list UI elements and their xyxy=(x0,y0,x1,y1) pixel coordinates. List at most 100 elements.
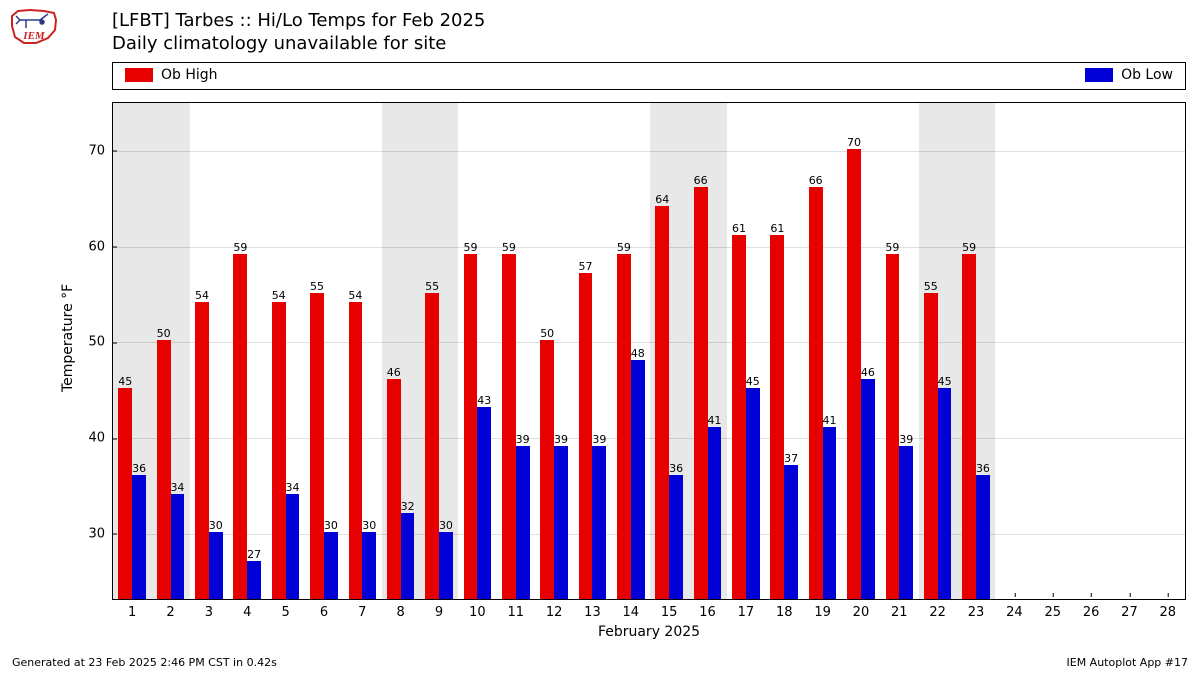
footer-appid: IEM Autoplot App #17 xyxy=(1067,656,1189,669)
bar-high-label: 57 xyxy=(579,260,593,273)
bar-high xyxy=(272,302,286,599)
bar-high xyxy=(540,340,554,599)
bar-low-label: 39 xyxy=(516,433,530,446)
bar-low xyxy=(592,446,606,599)
bar-high-label: 54 xyxy=(272,289,286,302)
bar-high xyxy=(809,187,823,599)
legend-item-high: Ob High xyxy=(125,67,218,83)
bar-high xyxy=(617,254,631,599)
bar-low-label: 36 xyxy=(976,462,990,475)
x-tick: 17 xyxy=(738,599,755,620)
bar-low xyxy=(477,407,491,599)
bar-low xyxy=(516,446,530,599)
plot-area: 3040506070123456789101112131415161718192… xyxy=(112,102,1186,600)
iem-logo: IEM xyxy=(10,8,58,46)
x-tick: 5 xyxy=(281,599,289,620)
bar-low-label: 34 xyxy=(286,481,300,494)
legend-label-high: Ob High xyxy=(161,67,218,83)
y-tick: 40 xyxy=(88,431,113,446)
bar-high xyxy=(502,254,516,599)
bar-high xyxy=(310,293,324,599)
x-tick: 12 xyxy=(546,599,563,620)
legend-label-low: Ob Low xyxy=(1121,67,1173,83)
y-axis-label: Temperature °F xyxy=(60,284,76,392)
legend-item-low: Ob Low xyxy=(1085,67,1173,83)
legend-swatch-high xyxy=(125,68,153,82)
bar-high xyxy=(579,273,593,599)
bar-low-label: 39 xyxy=(899,433,913,446)
x-tick: 6 xyxy=(320,599,328,620)
title-line-2: Daily climatology unavailable for site xyxy=(112,33,485,56)
chart-title: [LFBT] Tarbes :: Hi/Lo Temps for Feb 202… xyxy=(112,10,485,55)
bar-low-label: 45 xyxy=(746,375,760,388)
bar-low-label: 30 xyxy=(324,519,338,532)
bar-high xyxy=(464,254,478,599)
bar-low xyxy=(784,465,798,599)
y-tick: 70 xyxy=(88,143,113,158)
x-tick: 13 xyxy=(584,599,601,620)
x-tick: 19 xyxy=(814,599,831,620)
bar-low-label: 41 xyxy=(707,414,721,427)
x-tick: 21 xyxy=(891,599,908,620)
x-tick: 26 xyxy=(1083,599,1100,620)
bar-high xyxy=(924,293,938,599)
bar-low xyxy=(286,494,300,599)
svg-text:IEM: IEM xyxy=(22,30,46,42)
bar-high-label: 54 xyxy=(348,289,362,302)
bar-low-label: 46 xyxy=(861,366,875,379)
bar-high-label: 61 xyxy=(770,222,784,235)
bar-high-label: 45 xyxy=(118,375,132,388)
x-tick: 4 xyxy=(243,599,251,620)
x-tick: 10 xyxy=(469,599,486,620)
bar-low-label: 32 xyxy=(401,500,415,513)
bar-high-label: 55 xyxy=(924,280,938,293)
bar-low-label: 39 xyxy=(554,433,568,446)
bar-low xyxy=(171,494,185,599)
x-tick: 25 xyxy=(1044,599,1061,620)
bar-low xyxy=(554,446,568,599)
bar-high xyxy=(962,254,976,599)
bar-low xyxy=(899,446,913,599)
bar-high xyxy=(157,340,171,599)
bar-low-label: 41 xyxy=(823,414,837,427)
bar-high xyxy=(655,206,669,599)
bar-high-label: 61 xyxy=(732,222,746,235)
x-tick: 28 xyxy=(1160,599,1177,620)
bar-high-label: 50 xyxy=(157,327,171,340)
x-tick: 1 xyxy=(128,599,136,620)
bar-high xyxy=(886,254,900,599)
bar-low xyxy=(746,388,760,599)
bar-low-label: 45 xyxy=(938,375,952,388)
x-tick: 22 xyxy=(929,599,946,620)
legend: Ob High Ob Low xyxy=(112,62,1186,90)
x-tick: 24 xyxy=(1006,599,1023,620)
bar-high xyxy=(118,388,132,599)
x-tick: 20 xyxy=(853,599,870,620)
x-tick: 18 xyxy=(776,599,793,620)
bar-low xyxy=(362,532,376,599)
bar-high-label: 46 xyxy=(387,366,401,379)
bar-high-label: 59 xyxy=(885,241,899,254)
bar-low-label: 43 xyxy=(477,394,491,407)
y-tick: 60 xyxy=(88,239,113,254)
bar-high xyxy=(195,302,209,599)
x-axis-label: February 2025 xyxy=(598,624,700,640)
bar-high-label: 66 xyxy=(809,174,823,187)
chart: Ob High Ob Low 3040506070123456789101112… xyxy=(112,62,1186,642)
x-tick: 23 xyxy=(968,599,985,620)
bar-low-label: 34 xyxy=(170,481,184,494)
bar-high xyxy=(770,235,784,599)
bar-high xyxy=(387,379,401,599)
bar-low-label: 36 xyxy=(132,462,146,475)
bar-high-label: 59 xyxy=(463,241,477,254)
bar-low xyxy=(439,532,453,599)
bar-low-label: 30 xyxy=(439,519,453,532)
bar-high-label: 59 xyxy=(617,241,631,254)
x-tick: 16 xyxy=(699,599,716,620)
bar-low xyxy=(669,475,683,600)
bar-low xyxy=(631,360,645,599)
bar-high-label: 59 xyxy=(502,241,516,254)
bar-low-label: 36 xyxy=(669,462,683,475)
y-tick: 50 xyxy=(88,335,113,350)
bar-low-label: 37 xyxy=(784,452,798,465)
